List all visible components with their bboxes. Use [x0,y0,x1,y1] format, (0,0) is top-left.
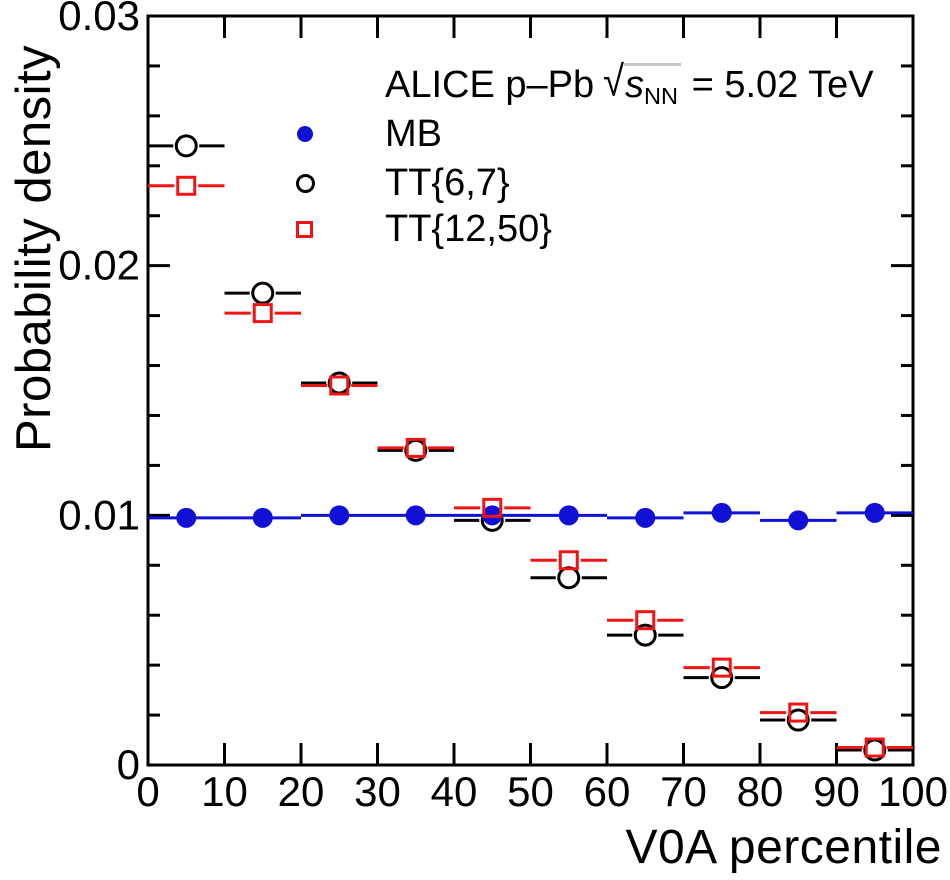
x-tick-label: 50 [507,768,554,815]
tt-6-7-point [174,134,198,158]
mb-point [788,510,809,531]
x-tick-label: 100 [878,768,948,815]
x-tick-label: 0 [136,768,159,815]
tt-12-50-point [252,303,273,324]
mb-point [176,507,197,528]
sqrt-symbol: √ [603,58,624,106]
sqrt-argument: sNN [624,63,682,109]
legend-title-suffix: = 5.02 TeV [681,64,874,106]
tt-6-7-point [251,281,275,305]
legend-title: ALICE p–Pb √sNN = 5.02 TeV [385,59,874,109]
legend-item-tt1250: TT{12,50} [0,205,950,253]
tt-12-50-point [788,702,809,723]
legend-label-mb: MB [385,113,442,155]
y-tick-label: 0.02 [58,242,140,289]
y-tick-label: 0 [117,741,140,788]
tt-12-50-point [405,437,426,458]
legend-item-tt67: TT{6,7} [0,159,950,207]
x-tick-label: 40 [431,768,478,815]
x-tick-label: 90 [813,768,860,815]
legend-label-tt1250: TT{12,50} [385,208,552,250]
legend-title-row: ALICE p–Pb √sNN = 5.02 TeV [0,59,950,109]
mb-filled-circle-icon [297,126,313,142]
tt-6-7-point [557,566,581,590]
legend-label-tt67: TT{6,7} [385,162,510,204]
mb-point [711,502,732,523]
x-tick-label: 60 [584,768,631,815]
tt-12-50-point [329,375,350,396]
mb-point [558,505,579,526]
tt-6-7-point [633,623,657,647]
tt67-open-circle-icon [296,174,315,193]
mb-point [864,502,885,523]
x-tick-label: 80 [737,768,784,815]
x-axis-title: V0A percentile [625,821,942,874]
legend-item-mb: MB [0,110,950,158]
tt1250-open-square-icon [296,221,313,238]
mb-point [405,505,426,526]
tt-12-50-point [864,737,885,758]
tt-12-50-point [558,550,579,571]
y-tick-label: 0.01 [58,491,140,538]
legend-title-prefix: ALICE p–Pb [385,64,595,106]
tt-12-50-point [176,175,197,196]
tt-12-50-point [711,657,732,678]
y-tick-label: 0.03 [58,0,140,39]
x-tick-label: 30 [354,768,401,815]
mb-point [635,507,656,528]
mb-point [252,507,273,528]
x-tick-label: 10 [201,768,248,815]
mb-point [329,505,350,526]
x-tick-label: 20 [278,768,325,815]
tt-12-50-point [635,610,656,631]
x-tick-label: 70 [660,768,707,815]
tt-12-50-point [482,497,503,518]
